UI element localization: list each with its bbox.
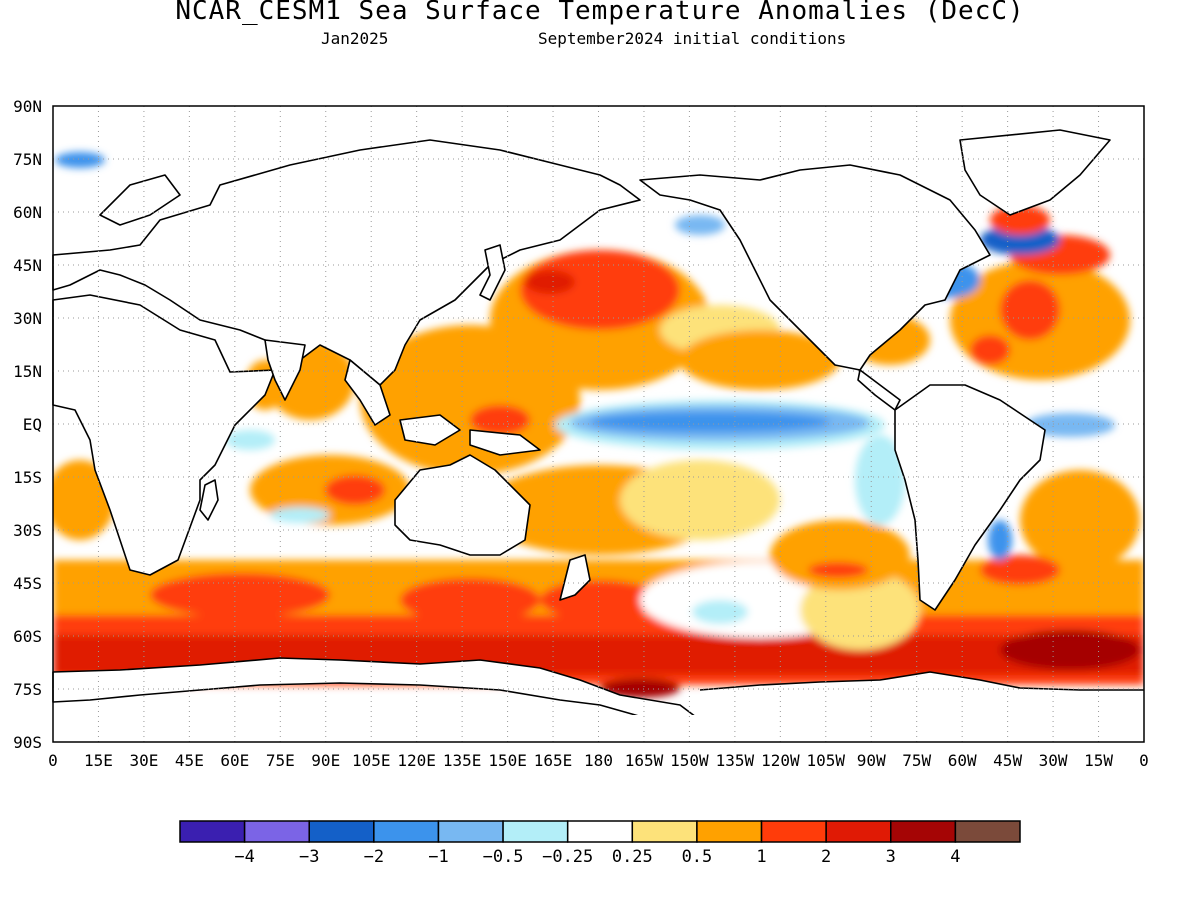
lon-label: 45W: [993, 751, 1022, 770]
continents: [52, 129, 1144, 742]
lon-label: 120W: [761, 751, 800, 770]
colorbar-swatch: [502, 820, 569, 843]
colorbar-label: −4: [234, 847, 254, 867]
colorbar-label: −0.25: [542, 847, 593, 867]
lat-label: 75S: [13, 680, 42, 699]
lon-label: 0: [1139, 751, 1149, 770]
forecast-month: Jan2025: [321, 29, 389, 48]
lon-label: 75E: [266, 751, 295, 770]
indonesia: [399, 414, 461, 446]
lon-label: 150E: [488, 751, 527, 770]
map-title: NCAR_CESM1 Sea Surface Temperature Anoma…: [175, 0, 1025, 26]
colorbar-swatch: [696, 820, 763, 843]
lon-label: 120E: [397, 751, 436, 770]
colorbar-label: −1: [428, 847, 448, 867]
map-frame: [52, 105, 1145, 743]
new-guinea: [469, 429, 541, 456]
lon-label: 0: [48, 751, 58, 770]
colorbar-label: 4: [950, 847, 960, 867]
japan: [479, 244, 506, 301]
colorbar-label: −0.5: [483, 847, 524, 867]
india: [264, 339, 306, 401]
colorbar-swatch: [954, 820, 1021, 843]
colorbar: [179, 820, 1021, 843]
colorbar-label: 1: [756, 847, 766, 867]
lon-label: 105W: [807, 751, 846, 770]
lon-label: 60W: [948, 751, 977, 770]
lon-label: 45E: [175, 751, 204, 770]
lon-label: 180: [584, 751, 613, 770]
lat-label: 90S: [13, 733, 42, 752]
africa: [52, 294, 276, 576]
lon-label: 60E: [220, 751, 249, 770]
madagascar: [199, 479, 219, 521]
eurasia: [52, 139, 641, 386]
antarctica-east: [53, 672, 1144, 742]
colorbar-swatch: [308, 820, 375, 843]
lon-label: 75W: [902, 751, 931, 770]
lon-label: 150W: [670, 751, 709, 770]
lat-label: 60N: [13, 203, 42, 222]
lat-label: 45N: [13, 256, 42, 275]
lat-label: 60S: [13, 627, 42, 646]
colorbar-labels: −4 −3 −2 −1 −0.5 −0.25 0.25 0.5 1 2 3 4: [234, 847, 960, 867]
colorbar-swatch: [373, 820, 440, 843]
colorbar-label: 0.25: [612, 847, 653, 867]
lon-label: 30E: [129, 751, 158, 770]
lat-label: 30N: [13, 309, 42, 328]
colorbar-swatch: [631, 820, 698, 843]
colorbar-label: 2: [821, 847, 831, 867]
colorbar-label: −2: [364, 847, 384, 867]
colorbar-swatch: [179, 820, 246, 843]
colorbar-label: 0.5: [682, 847, 713, 867]
lat-label: 15S: [13, 468, 42, 487]
colorbar-swatch: [890, 820, 957, 843]
colorbar-swatch: [243, 820, 310, 843]
lat-label: EQ: [23, 415, 42, 434]
colorbar-label: 3: [886, 847, 896, 867]
greenland: [959, 129, 1111, 216]
scandinavia: [99, 174, 181, 226]
north-america: [639, 164, 991, 371]
lon-label: 135W: [716, 751, 755, 770]
lat-label: 45S: [13, 574, 42, 593]
latitude-axis: 90N 75N 60N 45N 30N 15N EQ 15S 30S 45S 60S 75S 90S: [13, 97, 42, 752]
initial-conditions: September2024 initial conditions: [538, 29, 847, 48]
lon-label: 105E: [352, 751, 391, 770]
lat-label: 90N: [13, 97, 42, 116]
lon-label: 15W: [1084, 751, 1113, 770]
lon-label: 135E: [443, 751, 482, 770]
new-zealand: [559, 554, 591, 601]
lon-label: 165E: [534, 751, 573, 770]
lon-label: 165W: [625, 751, 664, 770]
lat-label: 75N: [13, 150, 42, 169]
lat-label: 30S: [13, 521, 42, 540]
colorbar-swatch: [566, 820, 634, 843]
lon-label: 15E: [84, 751, 113, 770]
colorbar-swatch: [760, 820, 827, 843]
lat-label: 15N: [13, 362, 42, 381]
lon-label: 90W: [857, 751, 886, 770]
colorbar-swatch: [437, 820, 504, 843]
indochina: [344, 359, 391, 426]
lon-label: 90E: [311, 751, 340, 770]
longitude-axis: 0 15E 30E 45E 60E 75E 90E 105E 120E 135E 150E 165E 1…: [48, 751, 1149, 770]
graticule: [53, 106, 1144, 742]
colorbar-swatch: [825, 820, 892, 843]
lon-label: 30W: [1039, 751, 1068, 770]
colorbar-label: −3: [299, 847, 319, 867]
